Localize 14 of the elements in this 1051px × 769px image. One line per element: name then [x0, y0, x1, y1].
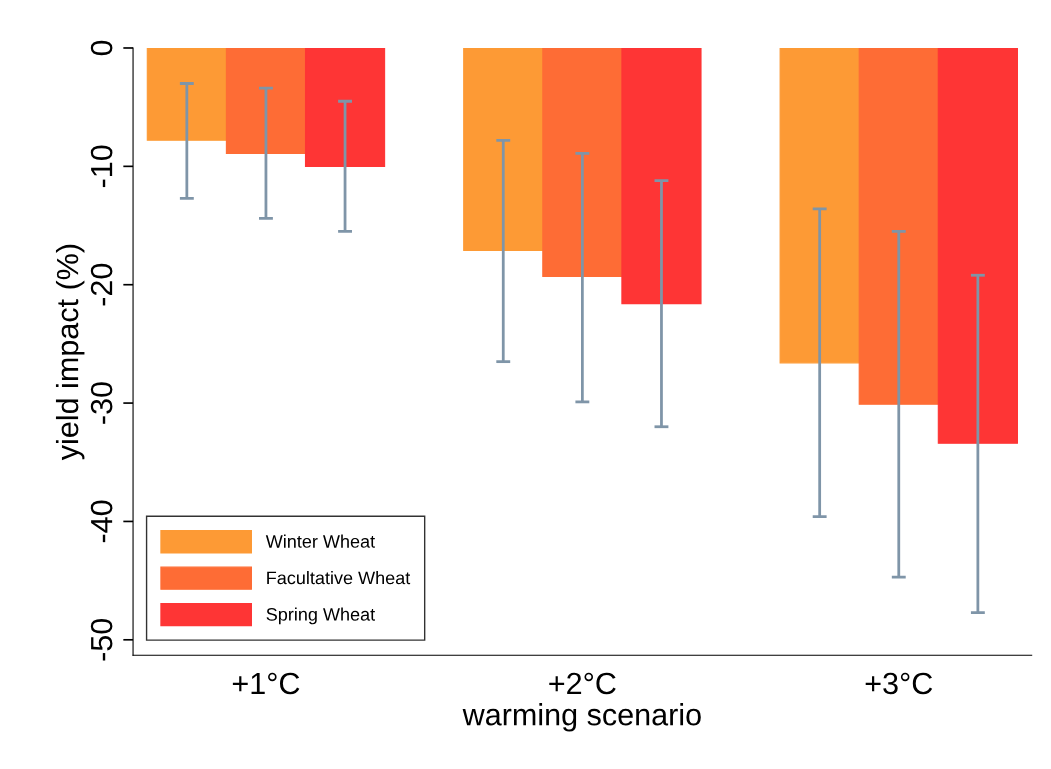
- y-axis-title: yield impact (%): [55, 244, 85, 461]
- x-tick-label: +3°C: [865, 672, 933, 695]
- legend-label: Facultative Wheat: [267, 571, 411, 585]
- y-tick-label: -40: [90, 500, 113, 543]
- y-tick-label: -10: [90, 145, 113, 188]
- legend-label: Spring Wheat: [266, 607, 375, 625]
- y-tick-label: -20: [90, 263, 113, 306]
- x-tick-label: +1°C: [232, 672, 300, 695]
- y-tick-label: 0: [90, 40, 113, 56]
- y-tick-label: -30: [90, 382, 113, 424]
- y-tick-label: -50: [90, 618, 113, 661]
- x-tick-label: +2°C: [549, 672, 616, 695]
- legend-label: Winter Wheat: [265, 534, 375, 548]
- x-axis-title: warming scenario: [462, 703, 701, 732]
